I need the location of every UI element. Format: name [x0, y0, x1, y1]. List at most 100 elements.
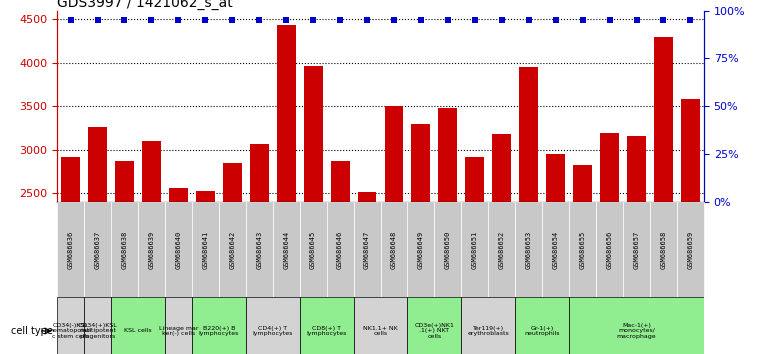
Bar: [354, 297, 407, 354]
Text: B220(+) B
lymphocytes: B220(+) B lymphocytes: [199, 326, 239, 336]
Bar: [569, 297, 704, 354]
Bar: [600, 133, 619, 354]
Text: GSM686656: GSM686656: [607, 230, 613, 269]
Point: [523, 17, 535, 23]
Text: GSM686641: GSM686641: [202, 230, 209, 269]
Bar: [515, 202, 543, 297]
Bar: [61, 156, 80, 354]
Bar: [519, 67, 538, 354]
Bar: [223, 163, 242, 354]
Text: CD8(+) T
lymphocytes: CD8(+) T lymphocytes: [307, 326, 347, 336]
Bar: [407, 202, 435, 297]
Bar: [569, 202, 596, 297]
Bar: [84, 202, 111, 297]
Point: [684, 17, 696, 23]
Bar: [138, 202, 165, 297]
Text: GSM686654: GSM686654: [552, 230, 559, 269]
Text: GSM686651: GSM686651: [472, 230, 478, 269]
Bar: [169, 188, 188, 354]
Bar: [515, 297, 569, 354]
Bar: [412, 124, 431, 354]
Bar: [358, 192, 377, 354]
Text: GSM686642: GSM686642: [229, 230, 235, 269]
Bar: [384, 106, 403, 354]
Bar: [380, 202, 407, 297]
Bar: [84, 297, 111, 354]
Text: GSM686659: GSM686659: [687, 230, 693, 269]
Bar: [115, 161, 134, 354]
Text: GSM686638: GSM686638: [122, 230, 127, 269]
Bar: [438, 108, 457, 354]
Point: [388, 17, 400, 23]
Text: GSM686648: GSM686648: [391, 230, 397, 269]
Bar: [111, 202, 138, 297]
Bar: [142, 141, 161, 354]
Point: [577, 17, 589, 23]
Text: GSM686657: GSM686657: [634, 230, 639, 269]
Text: GSM686653: GSM686653: [526, 230, 532, 269]
Text: GSM686639: GSM686639: [148, 230, 154, 269]
Point: [91, 17, 103, 23]
Point: [65, 17, 77, 23]
Text: Ter119(+)
erythroblasts: Ter119(+) erythroblasts: [467, 326, 509, 336]
Point: [119, 17, 131, 23]
Bar: [546, 154, 565, 354]
Bar: [654, 37, 673, 354]
Point: [603, 17, 616, 23]
Text: GSM686650: GSM686650: [445, 230, 451, 269]
Bar: [57, 202, 84, 297]
Bar: [461, 202, 489, 297]
Bar: [681, 99, 700, 354]
Text: CD34(+)KSL
multipotent
progenitors: CD34(+)KSL multipotent progenitors: [78, 323, 117, 339]
Bar: [88, 127, 107, 354]
Bar: [300, 297, 354, 354]
Point: [280, 17, 292, 23]
Bar: [489, 202, 515, 297]
Text: Lineage mar
ker(-) cells: Lineage mar ker(-) cells: [158, 326, 198, 336]
Bar: [623, 202, 650, 297]
Text: CD4(+) T
lymphocytes: CD4(+) T lymphocytes: [253, 326, 293, 336]
Bar: [165, 297, 192, 354]
Bar: [300, 202, 326, 297]
Text: GSM686658: GSM686658: [661, 230, 667, 269]
Bar: [57, 297, 84, 354]
Bar: [492, 135, 511, 354]
Text: GSM686655: GSM686655: [580, 230, 586, 269]
Point: [658, 17, 670, 23]
Point: [415, 17, 427, 23]
Text: GSM686647: GSM686647: [364, 230, 370, 269]
Bar: [596, 202, 623, 297]
Bar: [354, 202, 380, 297]
Bar: [650, 202, 677, 297]
Text: GDS3997 / 1421062_s_at: GDS3997 / 1421062_s_at: [57, 0, 233, 10]
Point: [307, 17, 319, 23]
Bar: [627, 136, 646, 354]
Text: GSM686645: GSM686645: [310, 230, 316, 269]
Text: GSM686644: GSM686644: [283, 230, 289, 269]
Point: [630, 17, 642, 23]
Bar: [111, 297, 165, 354]
Text: CD3e(+)NK1
.1(+) NKT
cells: CD3e(+)NK1 .1(+) NKT cells: [415, 323, 454, 339]
Bar: [326, 202, 354, 297]
Text: cell type: cell type: [11, 326, 53, 336]
Bar: [192, 202, 219, 297]
Point: [495, 17, 508, 23]
Bar: [246, 297, 300, 354]
Bar: [461, 297, 515, 354]
Text: Gr-1(+)
neutrophils: Gr-1(+) neutrophils: [524, 326, 560, 336]
Bar: [219, 202, 246, 297]
Bar: [407, 297, 461, 354]
Point: [199, 17, 212, 23]
Text: GSM686636: GSM686636: [68, 230, 74, 269]
Bar: [573, 165, 592, 354]
Text: Mac-1(+)
monocytes/
macrophage: Mac-1(+) monocytes/ macrophage: [616, 323, 656, 339]
Bar: [677, 202, 704, 297]
Point: [361, 17, 373, 23]
Text: CD34(-)KSL
hematopoieti
c stem cells: CD34(-)KSL hematopoieti c stem cells: [49, 323, 91, 339]
Point: [469, 17, 481, 23]
Text: KSL cells: KSL cells: [124, 329, 151, 333]
Bar: [272, 202, 300, 297]
Point: [253, 17, 266, 23]
Bar: [435, 202, 461, 297]
Bar: [192, 297, 246, 354]
